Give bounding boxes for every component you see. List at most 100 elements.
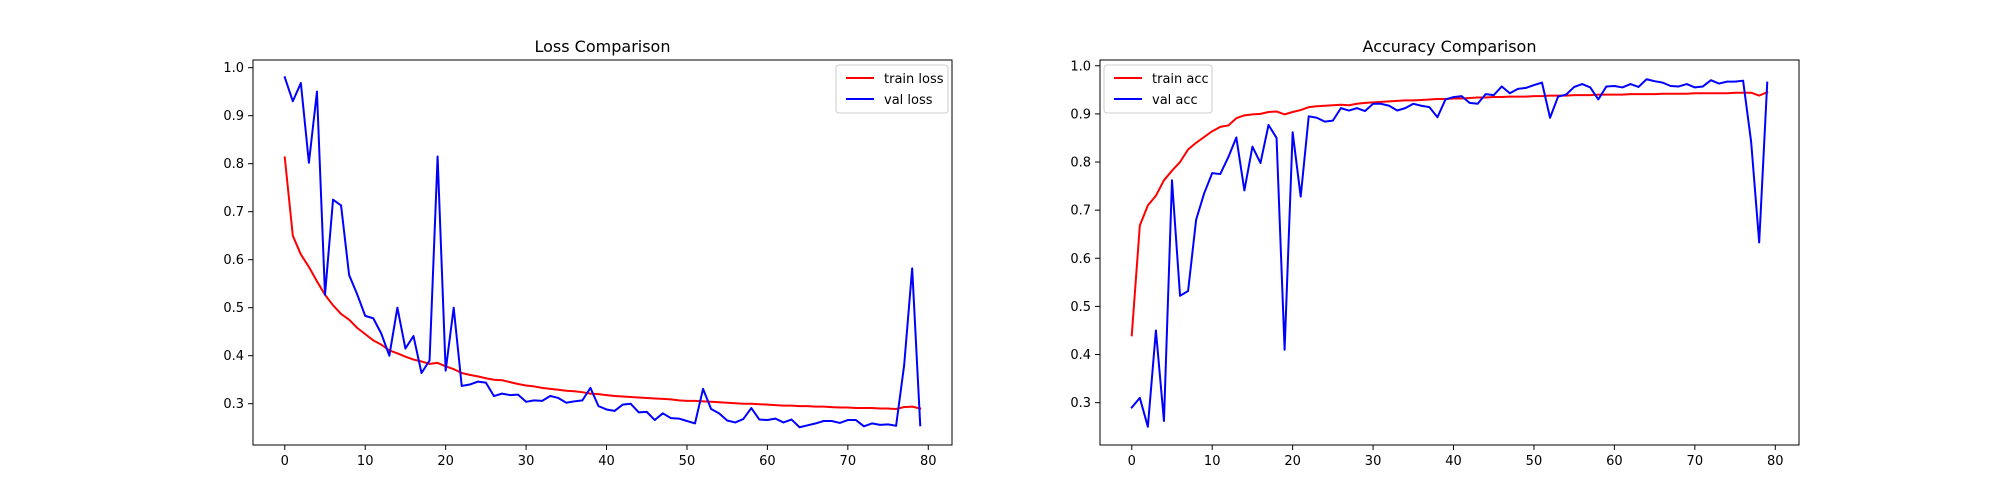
- loss-point-val-loss-59: [758, 418, 761, 421]
- accuracy-y-tick-label: 0.7: [1070, 204, 1091, 219]
- accuracy-y-tick-label: 0.4: [1070, 348, 1091, 363]
- accuracy-point-val-acc-4: [1163, 420, 1165, 422]
- loss-point-val-loss-32: [541, 400, 543, 402]
- accuracy-x-tick-label: 80: [1767, 454, 1784, 469]
- loss-point-train-loss-21: [452, 368, 455, 370]
- accuracy-point-val-acc-6: [1179, 295, 1181, 297]
- accuracy-point-val-acc-44: [1484, 93, 1487, 95]
- loss-x-tick-label: 80: [920, 454, 937, 469]
- accuracy-point-val-acc-61: [1621, 86, 1624, 89]
- loss-point-val-loss-10: [364, 315, 367, 317]
- accuracy-point-train-acc-74: [1726, 92, 1728, 95]
- accuracy-point-val-acc-37: [1428, 106, 1431, 108]
- loss-point-val-loss-66: [814, 422, 817, 425]
- accuracy-point-val-acc-50: [1533, 84, 1535, 86]
- accuracy-point-val-acc-11: [1219, 173, 1222, 175]
- accuracy-point-train-acc-28: [1356, 102, 1358, 105]
- accuracy-point-val-acc-60: [1613, 85, 1616, 87]
- loss-point-train-loss-75: [887, 407, 889, 410]
- accuracy-point-train-acc-66: [1661, 92, 1664, 95]
- loss-point-train-loss-45: [645, 397, 648, 399]
- loss-point-train-loss-42: [621, 395, 624, 398]
- accuracy-point-train-acc-77: [1750, 91, 1752, 94]
- accuracy-point-val-acc-68: [1677, 85, 1680, 88]
- accuracy-point-train-acc-15: [1251, 113, 1254, 116]
- accuracy-point-train-acc-78: [1758, 94, 1760, 97]
- loss-point-val-loss-52: [702, 388, 704, 390]
- loss-point-val-loss-50: [686, 420, 688, 422]
- accuracy-point-val-acc-13: [1235, 136, 1238, 139]
- accuracy-x-tick-label: 30: [1365, 454, 1382, 469]
- accuracy-point-val-acc-62: [1629, 83, 1632, 85]
- accuracy-point-train-acc-7: [1187, 148, 1189, 151]
- accuracy-point-val-acc-31: [1380, 102, 1382, 105]
- accuracy-point-train-acc-48: [1517, 95, 1519, 98]
- loss-point-train-loss-2: [300, 253, 302, 256]
- loss-point-train-loss-17: [420, 360, 423, 363]
- accuracy-point-val-acc-41: [1460, 95, 1463, 97]
- loss-point-train-loss-57: [742, 402, 745, 405]
- loss-point-val-loss-15: [404, 347, 407, 350]
- loss-chart-frame: [252, 59, 953, 446]
- accuracy-point-val-acc-2: [1147, 425, 1149, 428]
- loss-point-train-loss-62: [782, 404, 785, 407]
- accuracy-point-train-acc-17: [1267, 111, 1270, 113]
- accuracy-point-train-acc-31: [1380, 101, 1382, 103]
- loss-point-train-loss-37: [581, 391, 584, 393]
- accuracy-point-val-acc-58: [1597, 98, 1600, 101]
- accuracy-point-val-acc-74: [1726, 80, 1728, 83]
- loss-y-tick-label: 0.8: [223, 157, 244, 172]
- accuracy-point-val-acc-59: [1605, 85, 1608, 88]
- loss-point-val-loss-67: [822, 420, 825, 422]
- accuracy-point-val-acc-64: [1645, 78, 1648, 81]
- accuracy-point-val-acc-3: [1155, 329, 1157, 332]
- accuracy-point-val-acc-75: [1734, 80, 1736, 83]
- loss-point-train-loss-48: [670, 398, 672, 401]
- accuracy-point-train-acc-42: [1468, 97, 1471, 99]
- loss-point-val-loss-6: [332, 198, 334, 201]
- loss-point-val-loss-34: [557, 397, 560, 399]
- accuracy-point-val-acc-23: [1315, 116, 1318, 119]
- accuracy-point-val-acc-45: [1492, 94, 1495, 96]
- loss-point-val-loss-38: [589, 387, 592, 389]
- loss-point-train-loss-33: [549, 388, 552, 390]
- loss-point-val-loss-19: [436, 155, 439, 158]
- accuracy-point-train-acc-73: [1718, 92, 1720, 95]
- accuracy-chart-frame: [1099, 59, 1800, 446]
- loss-point-train-loss-0: [283, 156, 286, 159]
- accuracy-point-train-acc-2: [1147, 204, 1149, 207]
- accuracy-point-train-acc-65: [1653, 93, 1656, 95]
- accuracy-y-tick-label: 0.5: [1070, 300, 1091, 315]
- loss-point-train-loss-46: [653, 397, 656, 400]
- loss-point-train-loss-3: [308, 266, 310, 268]
- accuracy-y-tick-label: 0.8: [1070, 156, 1091, 171]
- loss-point-train-loss-58: [750, 402, 753, 405]
- loss-series-val-loss: [283, 76, 922, 429]
- loss-point-val-loss-39: [597, 405, 600, 407]
- accuracy-point-train-acc-72: [1710, 92, 1712, 95]
- loss-point-train-loss-1: [292, 234, 294, 237]
- accuracy-point-val-acc-40: [1452, 96, 1455, 98]
- accuracy-point-train-acc-34: [1404, 99, 1407, 102]
- accuracy-point-train-acc-70: [1694, 92, 1696, 95]
- accuracy-point-train-acc-37: [1428, 98, 1431, 101]
- loss-point-val-loss-29: [517, 393, 519, 396]
- loss-point-train-loss-32: [541, 387, 543, 389]
- accuracy-point-train-acc-55: [1573, 94, 1575, 96]
- loss-y-tick-label: 0.7: [223, 205, 244, 220]
- accuracy-point-val-acc-71: [1702, 85, 1704, 88]
- loss-point-val-loss-58: [750, 407, 753, 409]
- loss-point-val-loss-23: [468, 383, 471, 386]
- loss-point-train-loss-30: [525, 384, 527, 387]
- loss-point-train-loss-76: [895, 408, 897, 410]
- accuracy-point-train-acc-6: [1179, 161, 1181, 163]
- loss-point-val-loss-13: [388, 354, 391, 357]
- accuracy-chart-title: Accuracy Comparison: [1363, 37, 1537, 56]
- accuracy-point-train-acc-50: [1533, 95, 1535, 97]
- loss-point-train-loss-65: [806, 405, 809, 407]
- loss-point-val-loss-65: [806, 424, 809, 427]
- accuracy-point-train-acc-36: [1420, 99, 1423, 101]
- accuracy-series-val-acc: [1130, 78, 1769, 428]
- loss-point-val-loss-53: [710, 408, 712, 410]
- accuracy-point-train-acc-19: [1283, 113, 1286, 116]
